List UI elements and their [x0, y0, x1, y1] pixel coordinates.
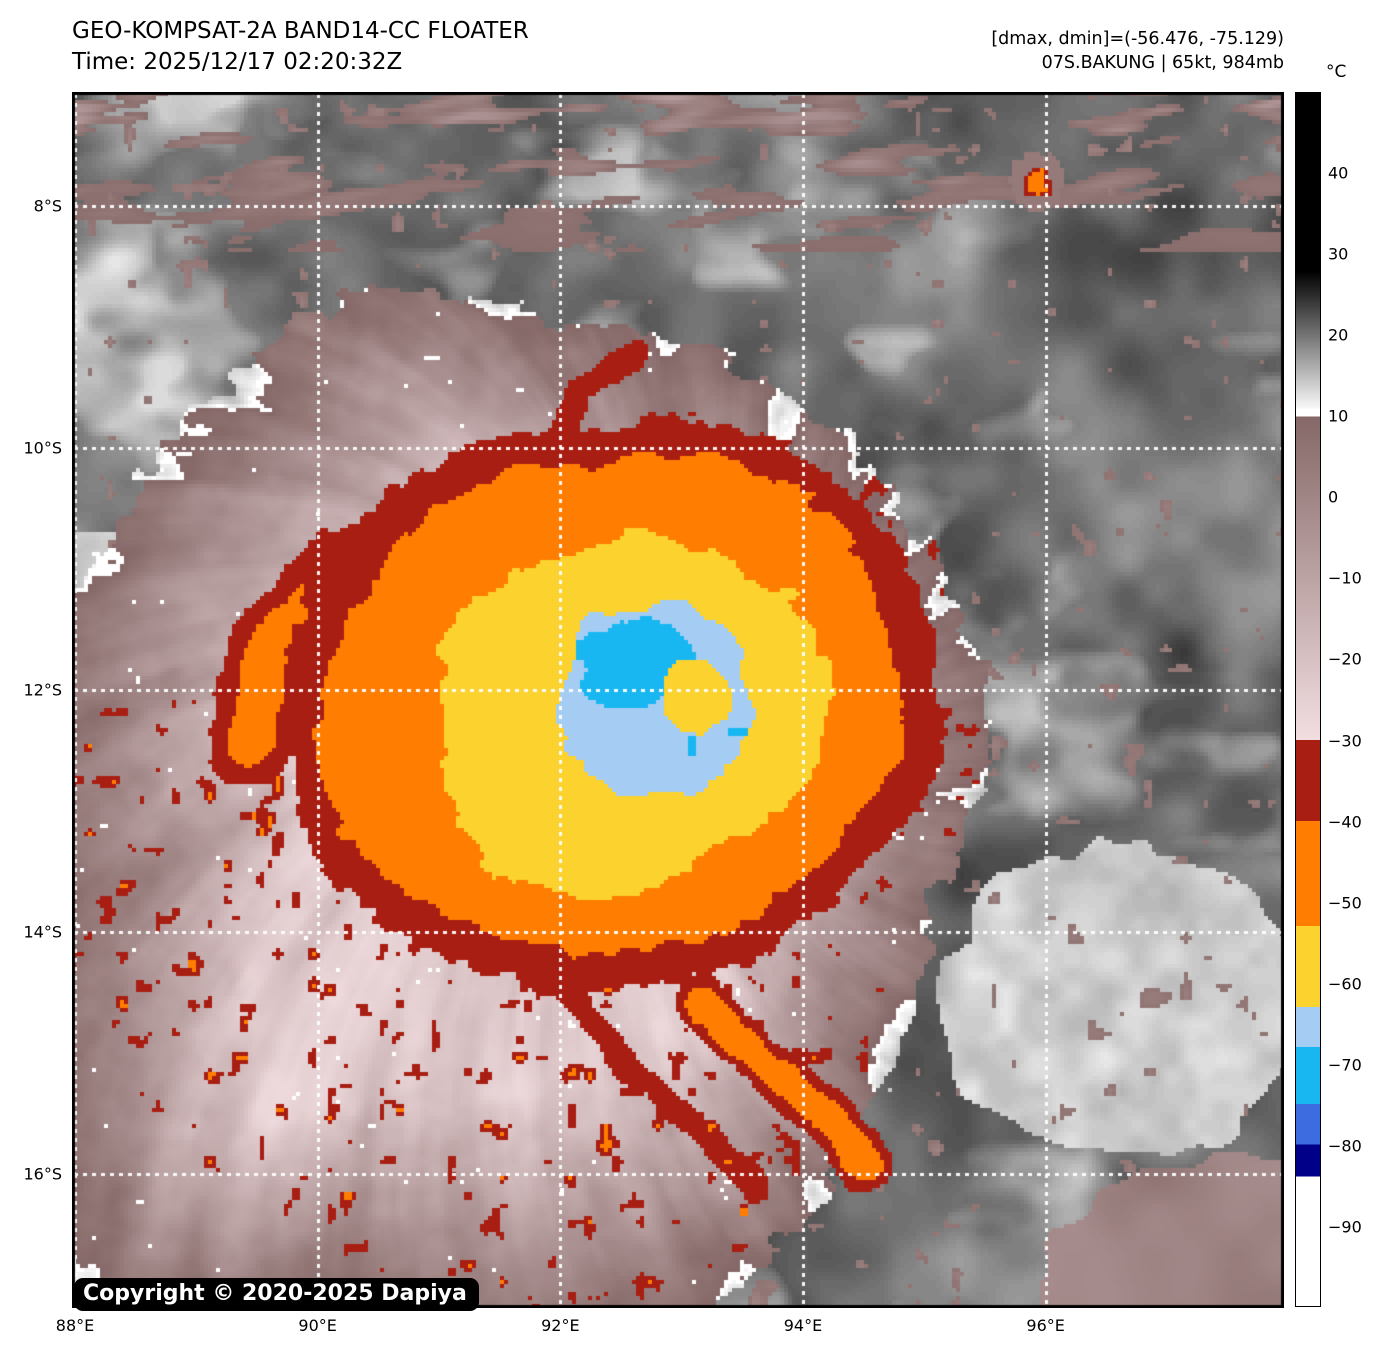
lat-tick-label: 16°S	[23, 1164, 62, 1184]
lat-tick-label: 12°S	[23, 680, 62, 700]
lon-tick-label: 96°E	[1026, 1316, 1065, 1335]
copyright-badge: Copyright © 2020-2025 Dapiya	[74, 1278, 479, 1311]
page-title: GEO-KOMPSAT-2A BAND14-CC FLOATER	[72, 18, 529, 44]
colorbar-tick-label: −50	[1328, 893, 1362, 913]
satellite-image-canvas	[72, 92, 1284, 1308]
colorbar-unit-label: °C	[1326, 62, 1347, 82]
colorbar-tick-label: −10	[1328, 568, 1362, 588]
colorbar-tick-label: 40	[1328, 163, 1349, 183]
lat-tick-label: 10°S	[23, 438, 62, 458]
colorbar-tick-label: 10	[1328, 406, 1349, 426]
colorbar-tick-label: −60	[1328, 974, 1362, 994]
lon-tick-label: 94°E	[783, 1316, 823, 1335]
colorbar-tick-label: −80	[1328, 1136, 1362, 1156]
colorbar	[1295, 92, 1321, 1307]
colorbar-tick-label: 30	[1328, 244, 1349, 264]
colorbar-tick-label: −30	[1328, 731, 1362, 751]
satellite-map	[72, 92, 1284, 1308]
lon-tick-label: 90°E	[298, 1316, 337, 1335]
colorbar-tick-label: −40	[1328, 812, 1362, 832]
dmax-dmin-readout: [dmax, dmin]=(-56.476, -75.129)	[991, 29, 1284, 49]
lon-tick-label: 88°E	[55, 1316, 95, 1335]
lat-tick-label: 8°S	[33, 196, 62, 216]
colorbar-tick-label: −20	[1328, 649, 1362, 669]
colorbar-tick-label: 0	[1328, 487, 1339, 507]
timestamp: Time: 2025/12/17 02:20:32Z	[72, 49, 403, 75]
header-right: [dmax, dmin]=(-56.476, -75.129) 07S.BAKU…	[991, 27, 1284, 75]
colorbar-tick-label: 20	[1328, 325, 1349, 345]
colorbar-tick-label: −90	[1328, 1217, 1362, 1237]
lon-tick-label: 92°E	[541, 1316, 580, 1335]
storm-info: 07S.BAKUNG | 65kt, 984mb	[1041, 53, 1284, 73]
colorbar-tick-label: −70	[1328, 1055, 1362, 1075]
header-left: GEO-KOMPSAT-2A BAND14-CC FLOATER Time: 2…	[72, 16, 529, 78]
lat-tick-label: 14°S	[23, 922, 62, 942]
